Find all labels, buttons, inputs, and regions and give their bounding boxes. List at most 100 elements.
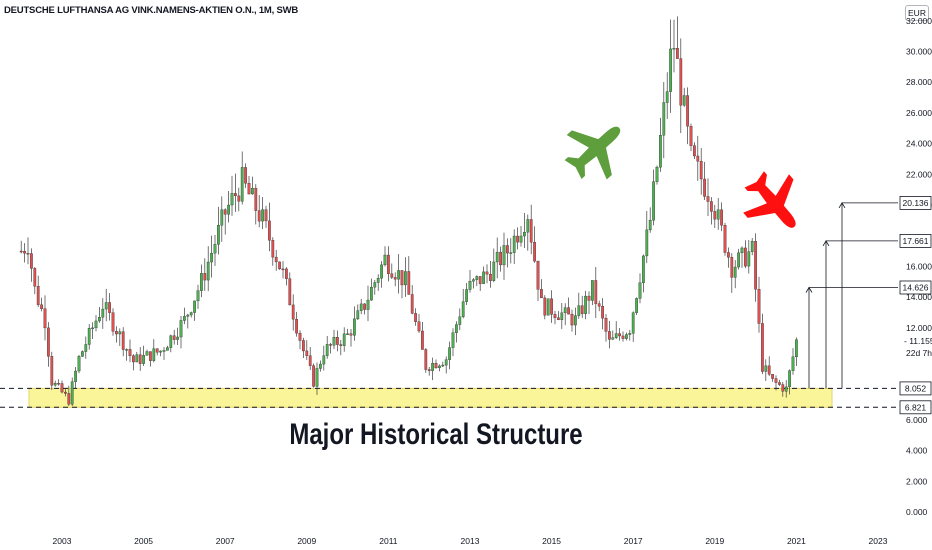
candle xyxy=(217,206,220,255)
candle xyxy=(101,298,105,329)
candle-body xyxy=(574,315,577,326)
candle xyxy=(631,311,635,342)
airplane-shape xyxy=(564,126,621,180)
candle-body xyxy=(492,261,496,281)
candle-body xyxy=(312,365,315,387)
candle-body xyxy=(461,301,465,318)
candle-body xyxy=(587,295,591,301)
candle xyxy=(645,211,649,264)
candle xyxy=(693,142,696,159)
x-tick-label: 2005 xyxy=(134,536,153,546)
candle xyxy=(730,253,734,293)
candle xyxy=(621,331,625,342)
candle-body xyxy=(472,279,475,282)
candle-body xyxy=(740,247,744,254)
candle xyxy=(468,269,472,293)
candle xyxy=(264,205,268,228)
candle xyxy=(240,151,244,205)
candle-body xyxy=(455,324,458,333)
candle-body xyxy=(451,332,455,348)
candle xyxy=(781,381,785,397)
candle xyxy=(196,284,200,309)
candle xyxy=(465,282,468,305)
candle-body xyxy=(601,306,604,319)
candle xyxy=(669,19,672,113)
y-tick-label: 24.000 xyxy=(906,139,932,149)
candle-body xyxy=(635,298,638,313)
candle xyxy=(506,238,509,268)
candle xyxy=(727,247,730,268)
price-tag-box xyxy=(899,381,932,396)
candle-body xyxy=(104,302,108,310)
candle xyxy=(257,194,261,228)
candle-body xyxy=(342,333,346,346)
price-tags-layer: 20.136 17.661 14.626 8.052 6.821 - 11.155 22d … xyxy=(899,196,932,415)
candle xyxy=(397,254,400,294)
candle xyxy=(70,377,74,406)
candle xyxy=(523,212,526,249)
candle-body xyxy=(648,220,652,231)
candle xyxy=(353,306,356,341)
candle-body xyxy=(356,310,360,320)
candle-body xyxy=(169,335,173,348)
currency-badge[interactable]: EUR xyxy=(905,5,929,21)
candle-body xyxy=(676,48,679,59)
candle xyxy=(757,276,761,333)
candle xyxy=(363,303,366,315)
candle-body xyxy=(291,304,295,320)
candle xyxy=(594,266,598,319)
y-tick-label: 26.000 xyxy=(906,108,932,118)
candle-body xyxy=(577,305,581,316)
candle xyxy=(23,243,26,263)
candle-body xyxy=(132,355,135,363)
candle-body xyxy=(288,278,292,306)
target-arrowhead xyxy=(822,240,830,247)
candle xyxy=(319,360,322,372)
candle xyxy=(795,337,798,366)
x-tick-label: 2021 xyxy=(787,536,806,546)
candle-body xyxy=(642,255,645,283)
candle xyxy=(699,148,703,195)
candle xyxy=(336,330,339,352)
candle xyxy=(142,345,145,367)
candle xyxy=(19,240,23,254)
y-tick-label: 28.000 xyxy=(906,77,932,87)
candle-body xyxy=(795,339,798,358)
candle xyxy=(713,204,717,229)
candle xyxy=(754,233,757,302)
candle xyxy=(383,246,387,267)
candle-body xyxy=(495,251,499,263)
candle-body xyxy=(339,344,343,346)
candle-body xyxy=(271,240,275,258)
candle-body xyxy=(257,210,261,222)
candle xyxy=(761,313,764,375)
candle-body xyxy=(509,252,513,254)
candle xyxy=(128,339,132,363)
candle xyxy=(298,330,302,350)
target-line xyxy=(825,240,898,389)
candle-body xyxy=(50,356,54,386)
candle-body xyxy=(108,302,111,313)
candle-body xyxy=(693,145,696,157)
y-tick-label: 22.000 xyxy=(906,169,932,179)
candle xyxy=(597,300,601,312)
candle-body xyxy=(213,244,217,254)
candle-body xyxy=(380,264,383,279)
candle xyxy=(431,357,434,381)
candle-body xyxy=(149,351,152,361)
candle-body xyxy=(417,321,421,332)
candle xyxy=(36,275,40,308)
candle-body xyxy=(529,219,533,243)
candle xyxy=(98,307,101,323)
candle-body xyxy=(47,327,50,357)
candle-body xyxy=(523,231,526,237)
candle-body xyxy=(162,350,166,352)
candle-body xyxy=(179,320,183,338)
candle xyxy=(77,354,81,374)
candle-body xyxy=(526,219,530,233)
candle-body xyxy=(458,316,462,325)
candle xyxy=(149,351,152,367)
candle xyxy=(308,347,312,370)
candle xyxy=(737,248,740,270)
